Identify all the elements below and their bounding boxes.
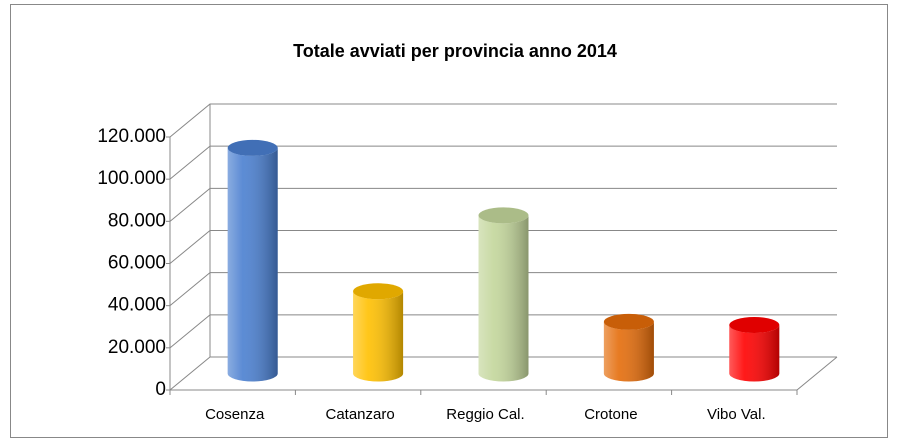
bar-top-shade bbox=[227, 139, 278, 156]
grid-line bbox=[169, 103, 837, 138]
x-tick-label: Crotone bbox=[584, 406, 637, 423]
bar-top bbox=[603, 313, 654, 330]
bar-top bbox=[729, 317, 780, 334]
bar-top bbox=[353, 283, 404, 300]
grid-line bbox=[169, 145, 837, 180]
x-tick-label: Vibo Val. bbox=[707, 406, 766, 423]
bar-shade bbox=[478, 215, 529, 382]
y-tick-label: 0 bbox=[155, 379, 166, 400]
grid-line bbox=[169, 272, 837, 307]
y-tick-label: 100.000 bbox=[97, 168, 166, 189]
bar-top-shade bbox=[353, 283, 404, 300]
bar-top-shade bbox=[603, 313, 654, 330]
y-tick-label: 40.000 bbox=[108, 295, 166, 316]
grid-line bbox=[169, 187, 837, 222]
x-tick-label: Reggio Cal. bbox=[446, 406, 524, 423]
bar-top-shade bbox=[478, 207, 529, 224]
bar-top bbox=[478, 207, 529, 224]
bar-top-shade bbox=[729, 317, 780, 334]
bar-shade bbox=[729, 325, 780, 382]
bar-shade bbox=[603, 321, 654, 382]
bar-shade bbox=[353, 291, 404, 382]
y-tick-label: 80.000 bbox=[108, 210, 166, 231]
x-tick-label: Cosenza bbox=[205, 406, 265, 423]
y-tick-label: 120.000 bbox=[97, 126, 166, 147]
bar-top bbox=[227, 139, 278, 156]
grid-line bbox=[169, 230, 837, 264]
chart-title: Totale avviati per provincia anno 2014 bbox=[293, 41, 617, 61]
x-tick-label: Catanzaro bbox=[325, 406, 394, 423]
y-tick-label: 60.000 bbox=[108, 253, 166, 274]
y-tick-label: 20.000 bbox=[108, 337, 166, 358]
bar-shade bbox=[227, 147, 278, 382]
